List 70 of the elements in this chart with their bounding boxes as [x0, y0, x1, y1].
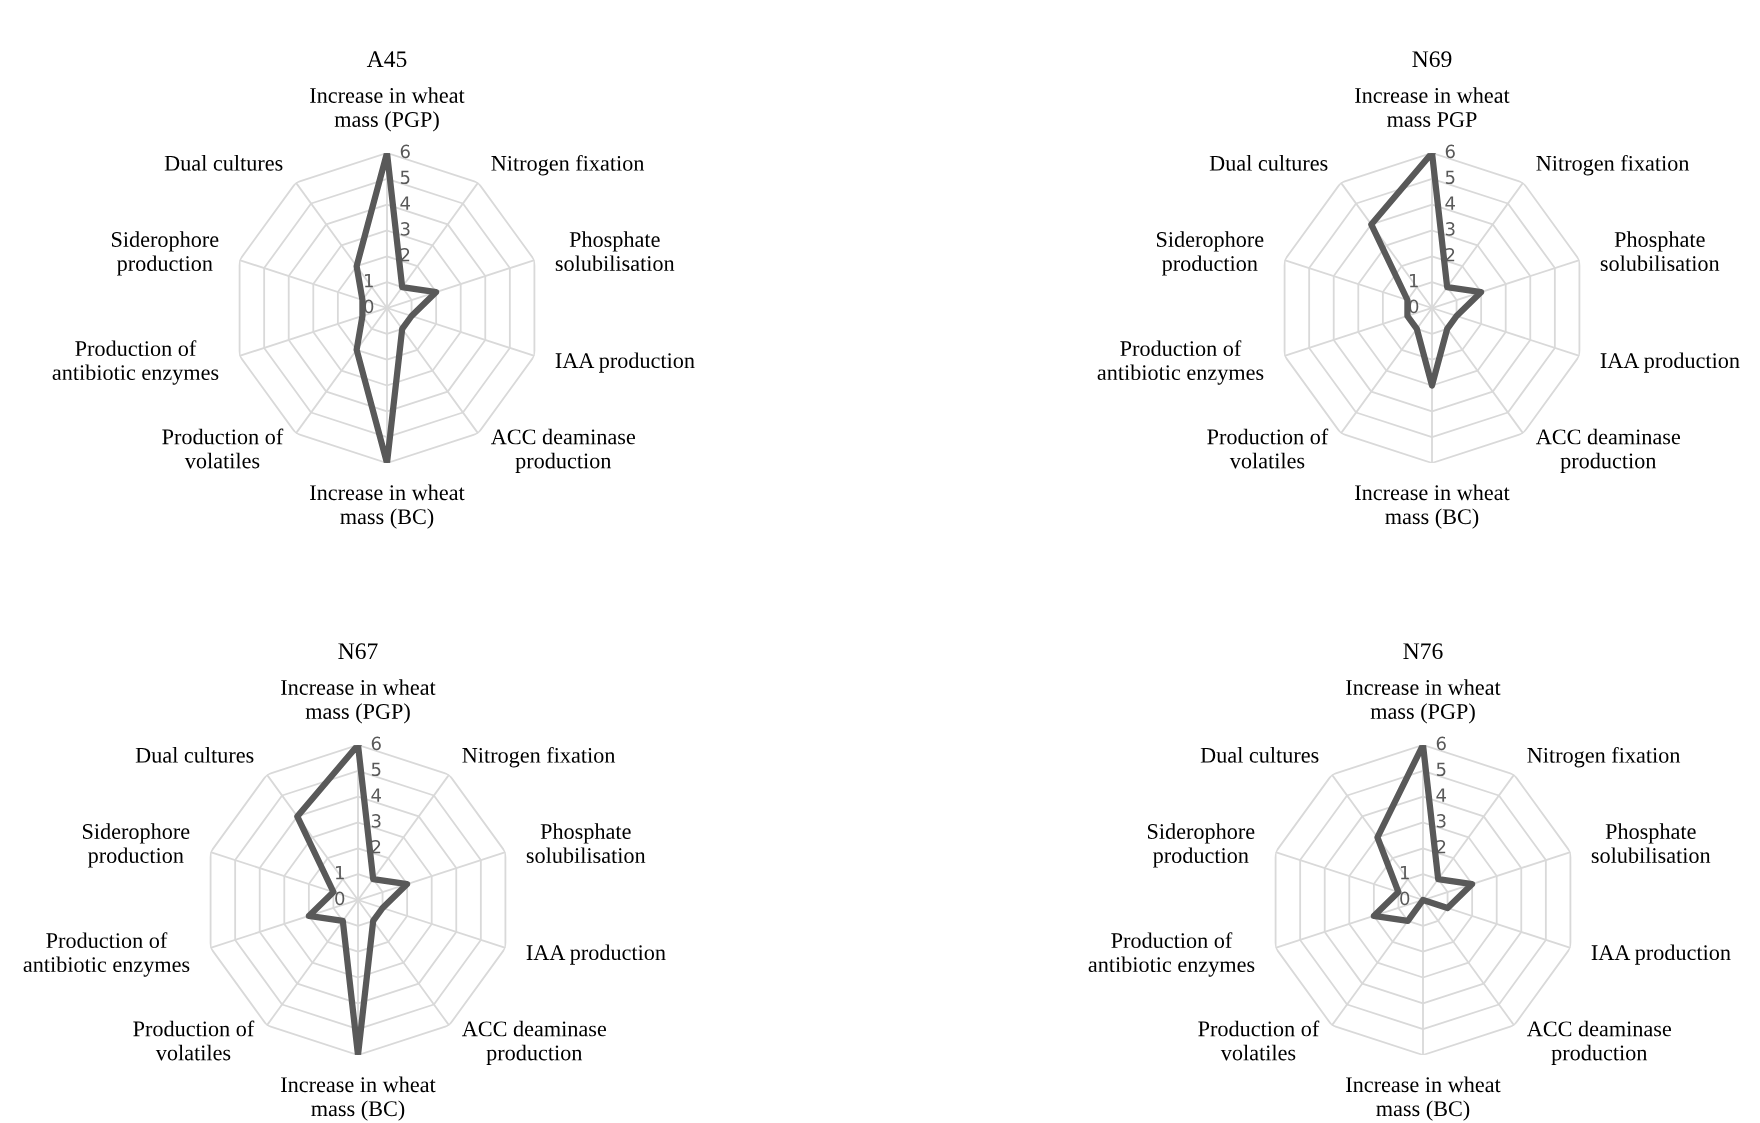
spoke-label: ACC deaminase production — [490, 428, 636, 473]
spoke-label: Production of volatiles — [1207, 428, 1329, 469]
y-tick-label: 6 — [1445, 144, 1455, 159]
spoke-label: Production of antibiotic enzymes — [52, 340, 219, 385]
y-tick-label: 6 — [371, 736, 381, 751]
spoke-label: Siderophore production — [1147, 823, 1255, 868]
chart-title: N69 — [1412, 51, 1452, 68]
spoke-label: Production of antibiotic enzymes — [23, 932, 190, 977]
spoke-label: Production of volatiles — [1198, 1020, 1320, 1061]
spoke-label: ACC deaminase production — [1535, 428, 1681, 473]
spoke-label: Phosphate solubilisation — [1600, 231, 1720, 272]
y-tick-label: 3 — [400, 222, 410, 236]
spoke-label: Siderophore production — [111, 231, 219, 276]
y-tick-label: 2 — [1445, 247, 1455, 262]
y-tick-label: 4 — [1445, 196, 1455, 210]
spoke-label: Dual cultures — [135, 747, 254, 763]
spoke-label: Siderophore production — [1156, 231, 1264, 276]
y-tick-label: 1 — [365, 273, 373, 288]
spoke-label: Phosphate solubilisation — [526, 823, 646, 864]
y-tick-label: 3 — [1436, 814, 1446, 828]
chart-title: A45 — [366, 51, 407, 68]
spoke-label: Dual cultures — [164, 155, 283, 171]
y-tick-label: 5 — [371, 762, 381, 777]
y-tick-label: 4 — [400, 196, 410, 210]
y-tick-label: 4 — [1436, 788, 1446, 802]
spoke-label: Increase in wheat mass (BC) — [310, 484, 465, 529]
spoke-label: Increase in wheat mass PGP — [1355, 87, 1510, 127]
y-tick-label: 6 — [1436, 736, 1446, 751]
y-tick-label: 1 — [336, 865, 344, 880]
spoke-label: Nitrogen fixation — [1536, 154, 1690, 176]
spoke-label: Nitrogen fixation — [462, 746, 616, 768]
y-tick-label: 1 — [1401, 865, 1409, 880]
y-tick-label: 2 — [400, 247, 410, 262]
y-tick-label: 2 — [371, 839, 381, 854]
y-tick-label: 2 — [1436, 839, 1446, 854]
chart-title: N67 — [338, 643, 378, 660]
y-tick-label: 3 — [1445, 222, 1455, 236]
chart-title: N76 — [1403, 643, 1443, 660]
y-tick-label: 0 — [1400, 891, 1410, 906]
spoke-label: Increase in wheat mass (BC) — [1346, 1076, 1501, 1121]
spoke-label: Dual cultures — [1200, 747, 1319, 763]
spoke-label: Production of volatiles — [162, 428, 284, 469]
y-tick-label: 1 — [1410, 273, 1418, 288]
spoke-label: Production of antibiotic enzymes — [1088, 932, 1255, 977]
spoke-label: IAA production — [1591, 944, 1731, 965]
y-tick-label: 0 — [335, 891, 345, 906]
spoke-label: Increase in wheat mass (BC) — [281, 1076, 436, 1121]
y-tick-label: 5 — [1436, 762, 1446, 777]
spoke-label: Dual cultures — [1209, 155, 1328, 171]
y-tick-label: 5 — [1445, 170, 1455, 185]
spoke-label: Phosphate solubilisation — [555, 231, 675, 272]
spoke-label: Increase in wheat mass (PGP) — [281, 679, 436, 724]
spoke-label: Increase in wheat mass (BC) — [1355, 484, 1510, 529]
spoke-label: Increase in wheat mass (PGP) — [1346, 679, 1501, 724]
y-tick-label: 4 — [371, 788, 381, 802]
spoke-label: IAA production — [555, 352, 695, 373]
spoke-label: ACC deaminase production — [461, 1020, 607, 1065]
y-tick-label: 6 — [400, 144, 410, 159]
spoke-label: Production of volatiles — [133, 1020, 255, 1061]
spoke-label: ACC deaminase production — [1526, 1020, 1672, 1065]
spoke-label: IAA production — [526, 944, 666, 965]
spoke-label: Nitrogen fixation — [491, 154, 645, 176]
y-tick-label: 5 — [400, 170, 410, 185]
spoke-label: Production of antibiotic enzymes — [1097, 340, 1264, 385]
spoke-label: Increase in wheat mass (PGP) — [310, 87, 465, 132]
spoke-label: Nitrogen fixation — [1527, 746, 1681, 768]
y-tick-label: 3 — [371, 814, 381, 828]
spoke-label: Phosphate solubilisation — [1591, 823, 1711, 864]
spoke-label: Siderophore production — [82, 823, 190, 868]
spoke-label: IAA production — [1600, 352, 1740, 373]
